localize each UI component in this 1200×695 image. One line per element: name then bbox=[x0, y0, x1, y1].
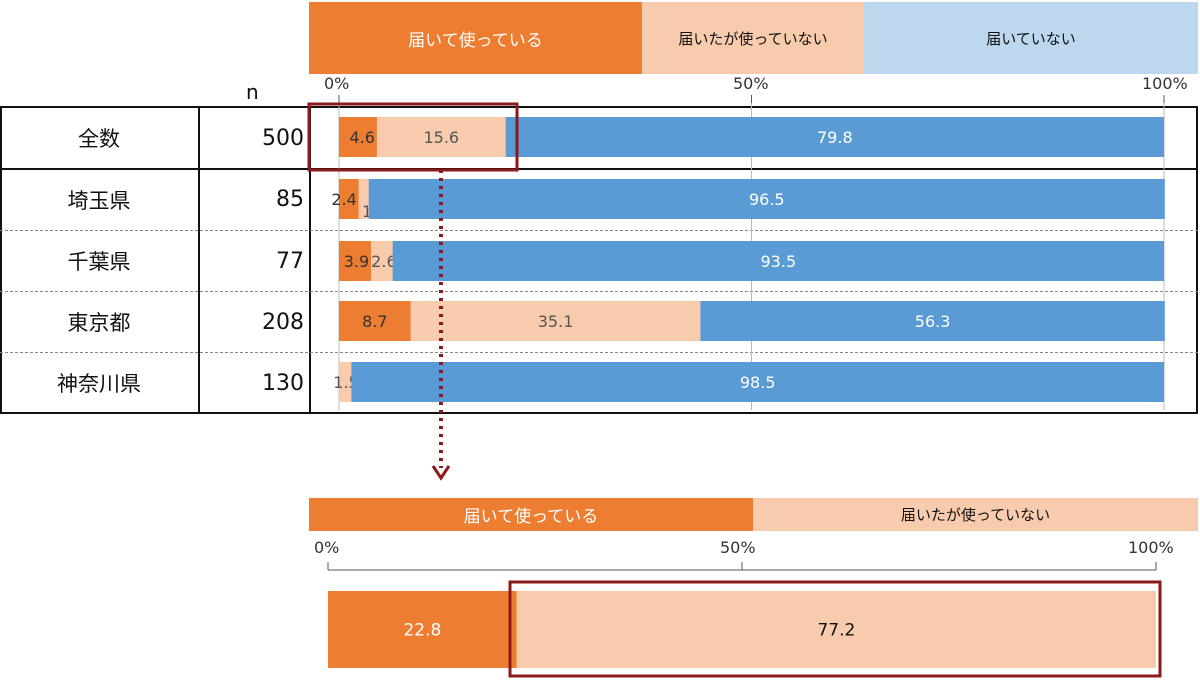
table-col-divider-2 bbox=[309, 106, 311, 414]
bottom-bar-used bbox=[328, 591, 517, 668]
zoom-arrow-head bbox=[431, 465, 451, 481]
row-n-tokyo: 208 bbox=[262, 309, 304, 335]
top-stacked-bar-chart: 4.615.679.82.41.296.53.92.693.58.735.156… bbox=[307, 95, 1165, 410]
bottom-axis-tick-50: 50% bbox=[720, 538, 756, 557]
bar-label-used-row2: 3.9 bbox=[344, 252, 369, 271]
row-label-chiba: 千葉県 bbox=[67, 250, 131, 274]
bar-label-not-delivered-row0: 79.8 bbox=[817, 128, 853, 147]
row-label-saitama: 埼玉県 bbox=[67, 188, 131, 213]
bottom-axis-tick-100: 100% bbox=[1128, 538, 1174, 557]
table-row-divider-1 bbox=[0, 168, 1198, 170]
bar-not-delivered-row3 bbox=[700, 301, 1165, 341]
bar-used-row3 bbox=[339, 301, 411, 341]
bar-label-not-used-row2: 2.6 bbox=[371, 252, 396, 271]
bar-not-used-row3 bbox=[410, 301, 701, 341]
bottom-stacked-bar-chart: 22.8 77.2 bbox=[327, 562, 1162, 678]
table-row-divider-2 bbox=[0, 230, 1198, 231]
bar-used-row0 bbox=[339, 117, 377, 157]
legend-not-used: 届いたが使っていない bbox=[642, 2, 864, 74]
bottom-legend-used-label: 届いて使っている bbox=[463, 507, 599, 527]
bar-not-used-row4 bbox=[339, 362, 352, 402]
bottom-legend-not-used: 届いたが使っていない bbox=[753, 498, 1198, 531]
bar-used-row2 bbox=[339, 241, 372, 281]
bar-not-used-row2 bbox=[371, 241, 393, 281]
row-n-total: 500 bbox=[262, 125, 304, 151]
table-row-divider-3 bbox=[0, 291, 1198, 292]
bar-label-not-delivered-row4: 98.5 bbox=[740, 373, 776, 392]
bottom-bar-label-used: 22.8 bbox=[403, 621, 441, 641]
table-col-divider-1 bbox=[198, 106, 200, 414]
table-row-divider-4 bbox=[0, 352, 1198, 353]
zoom-arrow bbox=[431, 170, 451, 481]
row-label-total: 全数 bbox=[78, 127, 120, 151]
bottom-legend-used: 届いて使っている bbox=[309, 498, 753, 531]
bar-not-delivered-row4 bbox=[351, 362, 1164, 402]
legend-used-label: 届いて使っている bbox=[408, 30, 543, 51]
bar-not-delivered-row2 bbox=[392, 241, 1164, 281]
bar-label-not-used-row3: 35.1 bbox=[538, 312, 574, 331]
legend-not-delivered-label: 届いていない bbox=[986, 29, 1076, 48]
bottom-bar-not-used bbox=[516, 591, 1156, 668]
bar-not-used-row1 bbox=[358, 179, 369, 219]
bar-label-used-row0: 4.6 bbox=[349, 128, 374, 147]
bar-label-used-row1: 2.4 bbox=[331, 190, 356, 209]
legend-not-delivered: 届いていない bbox=[864, 2, 1198, 74]
row-n-kanagawa: 130 bbox=[262, 370, 304, 396]
bar-not-delivered-row0 bbox=[505, 117, 1164, 157]
bar-label-not-delivered-row1: 96.5 bbox=[749, 190, 785, 209]
row-n-chiba: 77 bbox=[276, 248, 304, 274]
row-label-kanagawa: 神奈川県 bbox=[57, 372, 141, 396]
legend-used: 届いて使っている bbox=[309, 2, 642, 74]
bottom-axis-tick-0: 0% bbox=[314, 538, 340, 557]
bar-label-not-delivered-row3: 56.3 bbox=[915, 312, 951, 331]
bottom-legend-not-used-label: 届いたが使っていない bbox=[900, 506, 1051, 524]
bottom-bar-label-not-used: 77.2 bbox=[817, 621, 855, 641]
top-axis-tick-100: 100% bbox=[1142, 74, 1188, 93]
n-header: n bbox=[246, 80, 259, 104]
bar-label-not-used-row0: 15.6 bbox=[423, 128, 459, 147]
bar-label-used-row3: 8.7 bbox=[362, 312, 387, 331]
row-label-tokyo: 東京都 bbox=[67, 311, 131, 335]
legend-not-used-label: 届いたが使っていない bbox=[678, 29, 828, 48]
bar-label-not-delivered-row2: 93.5 bbox=[761, 252, 797, 271]
row-n-saitama: 85 bbox=[276, 187, 304, 212]
highlight-box-bottom bbox=[508, 580, 1162, 678]
bar-not-delivered-row1 bbox=[368, 179, 1165, 219]
top-axis-tick-50: 50% bbox=[733, 74, 769, 93]
bar-used-row1 bbox=[339, 179, 359, 219]
data-table-frame bbox=[0, 106, 1198, 414]
bar-not-used-row0 bbox=[376, 117, 506, 157]
top-axis-tick-0: 0% bbox=[324, 74, 350, 93]
highlight-box-top bbox=[307, 102, 519, 172]
